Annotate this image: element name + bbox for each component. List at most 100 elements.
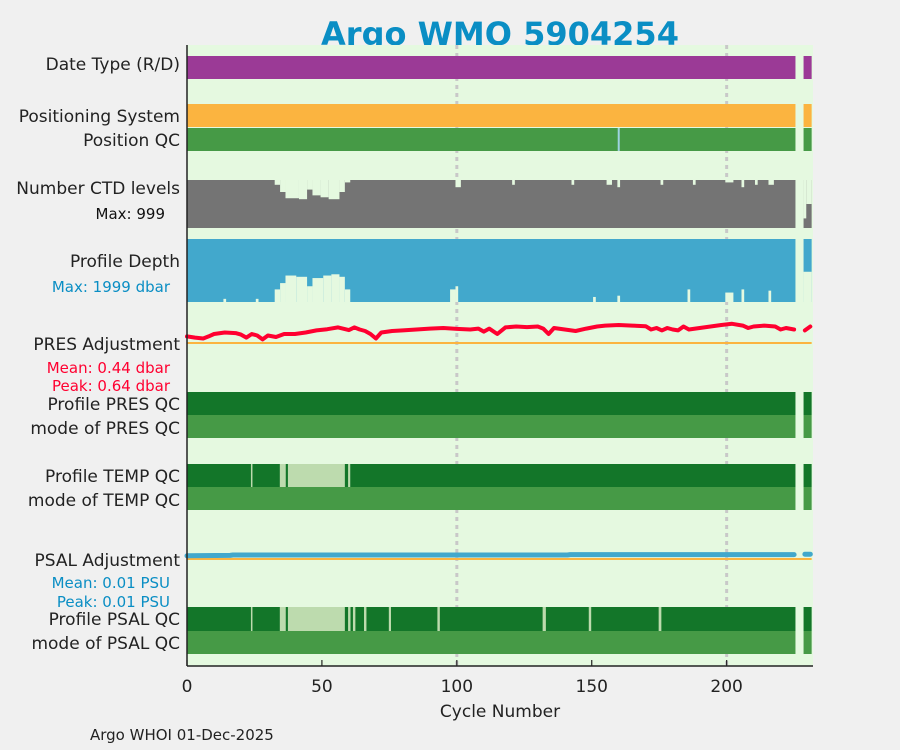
position-qc-bar-0: [187, 128, 796, 151]
label-temp-mode: mode of TEMP QC: [28, 491, 180, 511]
profile-depth-reduced-19: [768, 290, 772, 302]
label-psal-qc: Profile PSAL QC: [49, 610, 180, 630]
psal-qc-gap-3: [352, 607, 356, 631]
date-type-bar-1: [803, 56, 812, 79]
date-type-bar-0: [187, 56, 796, 79]
temp-qc-gap-2: [348, 464, 351, 487]
pres-qc-bar-1: [803, 392, 812, 415]
profile-depth-reduced-14: [593, 296, 596, 302]
profile-depth-reduced-20: [803, 271, 812, 302]
label-positioning-system: Positioning System: [19, 107, 180, 127]
depth-max-label: Max: 1999 dbar: [52, 278, 171, 296]
ctd-max-label: Max: 999: [96, 205, 165, 223]
ctd-levels-reduced-11: [512, 180, 515, 185]
x-tick-label-50: 50: [311, 677, 333, 697]
profile-depth-reduced-4: [285, 275, 297, 302]
temp-qc-bar-1: [803, 464, 812, 487]
profile-depth-reduced-7: [312, 278, 324, 302]
psal-qc-bar-0: [187, 607, 796, 631]
ctd-levels-reduced-20: [768, 180, 774, 185]
label-position-qc: Position QC: [83, 131, 180, 151]
temp-mode-bar-0: [187, 487, 796, 510]
profile-depth-reduced-5: [296, 276, 308, 302]
temp-mode-bar-1: [803, 487, 812, 510]
x-tick-label-200: 200: [710, 677, 742, 697]
pres-adjustment-line-1: [802, 324, 813, 333]
psal-mode-bar-0: [187, 631, 796, 654]
footer-credit: Argo WHOI 01-Dec-2025: [90, 726, 274, 744]
profile-depth-reduced-8: [323, 275, 332, 302]
label-psal-mode: mode of PSAL QC: [31, 634, 180, 654]
row-labels: Date Type (R/D) Positioning System Posit…: [16, 55, 180, 654]
ctd-levels-reduced-10: [455, 180, 461, 188]
position-qc-flag-0: [617, 128, 620, 151]
psal-qc-gap-4: [364, 607, 367, 631]
label-pres-qc: Profile PRES QC: [47, 395, 180, 415]
psal-qc-probably-good-0: [287, 607, 345, 631]
positioning-system-bar-1: [803, 104, 812, 127]
profile-depth-reduced-0: [223, 298, 227, 302]
profile-depth-reduced-18: [741, 289, 745, 302]
label-temp-qc: Profile TEMP QC: [45, 467, 180, 487]
psal-qc-gap-7: [542, 607, 546, 631]
psal-mode-bar-1: [803, 631, 812, 654]
ctd-levels-reduced-5: [312, 180, 321, 196]
profile-depth-bar-1: [803, 239, 812, 302]
pres-mode-bar-0: [187, 415, 796, 438]
ctd-levels-reduced-21: [803, 180, 807, 219]
position-qc-bar-1: [803, 128, 812, 151]
profile-depth-reduced-6: [307, 286, 313, 302]
profile-depth-reduced-17: [725, 292, 734, 302]
ctd-levels-reduced-2: [285, 180, 299, 199]
psal-qc-gap-9: [658, 607, 662, 631]
x-axis-ticks: 0 50 100 150 200: [182, 660, 743, 697]
temp-qc-probably-good-0: [287, 464, 345, 487]
profile-depth-reduced-15: [617, 295, 621, 302]
pres-peak-label: Peak: 0.64 dbar: [52, 377, 171, 395]
x-axis-label: Cycle Number: [440, 702, 560, 722]
temp-qc-gap-1: [279, 464, 286, 487]
psal-qc-bar-1: [803, 607, 812, 631]
psal-adjustment-line-0: [184, 552, 797, 559]
pres-adjustment-line-0: [185, 321, 797, 342]
pres-mode-bar-1: [803, 415, 812, 438]
psal-qc-gap-6: [437, 607, 440, 631]
positioning-system-bar-0: [187, 104, 796, 127]
psal-qc-gap-1: [279, 607, 286, 631]
profile-depth-reduced-11: [344, 289, 351, 302]
profile-depth-reduced-10: [339, 276, 345, 302]
ctd-levels-reduced-0: [274, 180, 281, 185]
psal-mean-label: Mean: 0.01 PSU: [52, 574, 170, 592]
ctd-levels-reduced-12: [571, 180, 575, 185]
temp-qc-bar-0: [187, 464, 796, 487]
ctd-levels-bar-0: [187, 180, 796, 228]
chart-marks: [184, 56, 813, 654]
ctd-levels-reduced-4: [307, 180, 313, 190]
label-ctd-levels: Number CTD levels: [16, 179, 180, 199]
x-tick-label-150: 150: [576, 677, 608, 697]
psal-qc-gap-8: [588, 607, 592, 631]
ctd-levels-reduced-19: [754, 180, 758, 185]
psal-qc-gap-2: [348, 607, 351, 631]
ctd-levels-reduced-1: [280, 180, 286, 192]
psal-peak-label: Peak: 0.01 PSU: [57, 593, 170, 611]
profile-depth-reduced-3: [280, 283, 286, 302]
pres-qc-bar-0: [187, 392, 796, 415]
x-tick-label-100: 100: [441, 677, 473, 697]
ctd-levels-reduced-13: [606, 180, 612, 185]
ctd-levels-reduced-3: [298, 180, 308, 200]
profile-depth-reduced-16: [687, 289, 691, 302]
profile-depth-reduced-2: [274, 289, 281, 302]
pres-mean-label: Mean: 0.44 dbar: [47, 359, 171, 377]
label-psal-adjustment: PSAL Adjustment: [35, 551, 181, 571]
label-pres-mode: mode of PRES QC: [30, 419, 180, 439]
ctd-levels-reduced-22: [806, 180, 812, 204]
profile-depth-reduced-9: [331, 274, 340, 302]
x-tick-label-0: 0: [182, 677, 193, 697]
ctd-levels-reduced-15: [660, 180, 664, 185]
profile-depth-reduced-12: [450, 289, 456, 302]
ctd-levels-reduced-17: [725, 180, 734, 183]
ctd-levels-reduced-9: [344, 180, 351, 183]
ctd-levels-reduced-18: [741, 180, 745, 188]
